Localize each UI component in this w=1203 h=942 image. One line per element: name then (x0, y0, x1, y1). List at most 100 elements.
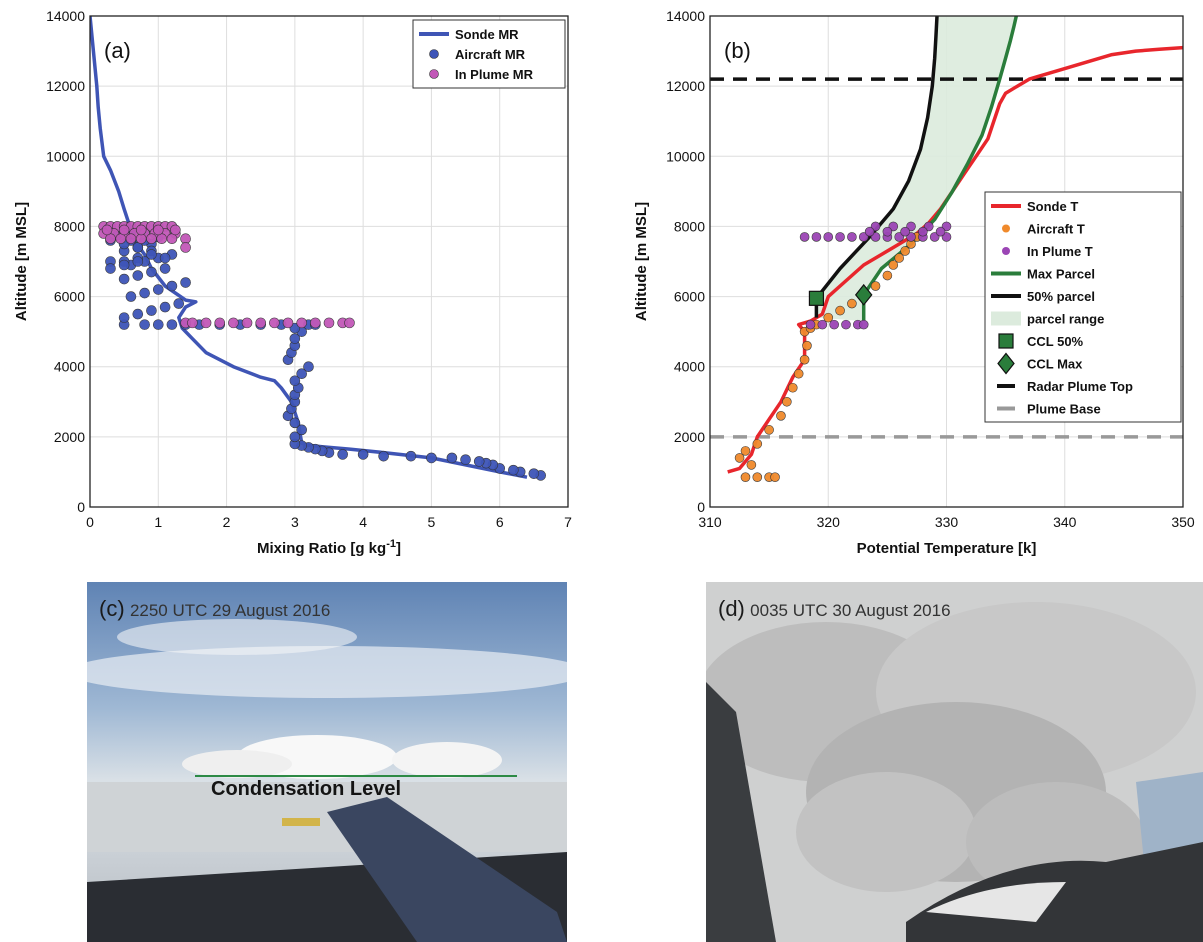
aircraft-mr-point (146, 266, 157, 278)
in-plume-mr-point (146, 233, 157, 245)
in-plume-mr-point (241, 317, 253, 329)
aircraft-t-point (802, 340, 812, 351)
legend-swatch (1002, 247, 1010, 255)
legend-entry: CCL 50% (1027, 334, 1084, 349)
y-axis-label: Altitude [m MSL] (633, 202, 650, 321)
y-tick-label: 12000 (666, 78, 705, 94)
aircraft-mr-point (446, 452, 458, 464)
sky-cloud-photo (87, 582, 567, 942)
plot-layer (90, 16, 546, 481)
aircraft-t-point (793, 368, 804, 379)
in-plume-mr-point (323, 317, 335, 329)
x-tick-label: 5 (428, 514, 436, 530)
aircraft-t-point (752, 439, 763, 449)
panel-label: (a) (104, 38, 131, 63)
aircraft-mr-point (528, 468, 540, 479)
aircraft-t-point (870, 281, 881, 291)
y-tick-label: 8000 (674, 218, 705, 234)
in-plume-t-point (882, 226, 893, 237)
aircraft-t-point (787, 382, 798, 393)
aircraft-mr-point (289, 431, 301, 443)
x-axis-label: Mixing Ratio [g kg-1] (257, 538, 401, 557)
in-plume-t-point (847, 232, 857, 242)
aircraft-mr-point (132, 256, 144, 267)
in-plume-mr-point (269, 317, 280, 329)
y-tick-label: 0 (77, 499, 85, 515)
in-plume-t-point (841, 319, 851, 330)
y-tick-label: 14000 (666, 8, 705, 24)
in-plume-t-point (835, 232, 845, 242)
condensation-level-line (195, 775, 517, 777)
aircraft-t-point (776, 411, 786, 421)
in-plume-mr-point (135, 224, 147, 236)
aircraft-mr-point (159, 301, 171, 313)
aircraft-t-point (752, 472, 763, 482)
y-tick-label: 2000 (674, 429, 705, 445)
in-plume-t-point (918, 226, 928, 237)
plot-frame (89, 15, 569, 508)
legend-swatch (1002, 224, 1010, 233)
legend-entry: parcel range (1027, 312, 1104, 327)
aircraft-mr-point (152, 319, 164, 330)
legend-entry: Aircraft MR (455, 47, 526, 62)
y-tick-label: 10000 (46, 148, 85, 164)
x-tick-label: 340 (1053, 514, 1077, 530)
legend-entry: In Plume T (1027, 244, 1093, 259)
aircraft-mr-point (508, 464, 519, 476)
aircraft-t-point (746, 460, 757, 470)
aircraft-mr-point (118, 259, 130, 271)
y-tick-label: 2000 (54, 429, 85, 445)
aircraft-mr-point (118, 273, 130, 285)
photo-c-caption: (c) 2250 UTC 29 August 2016 (99, 596, 330, 622)
max-parcel-line (861, 16, 1019, 322)
in-plume-mr-point (170, 224, 181, 236)
aircraft-mr-point (289, 417, 301, 429)
chart-panel-b: 310 320 330 340 350 0 2000 4000 6000 8000 10000 120… (633, 8, 1195, 557)
photo-d-label: (d) (718, 596, 745, 621)
legend-box (984, 191, 1182, 423)
figure-charts: 0 1 2 3 4 5 6 7 0 2000 4000 6000 8000 10000 12000 14000… (13, 8, 1195, 557)
legend-swatch (991, 311, 1021, 326)
in-plume-t-point (864, 226, 875, 237)
aircraft-mr-point (159, 252, 171, 264)
parcel-range-fill (816, 16, 1017, 322)
aircraft-mr-point (460, 454, 471, 465)
x-tick-label: 4 (359, 514, 367, 530)
x-tick-label: 0 (86, 514, 94, 530)
y-tick-label: 8000 (54, 218, 85, 234)
aircraft-mr-point (473, 456, 485, 467)
legend-swatch (429, 69, 439, 79)
aircraft-mr-point (132, 308, 144, 320)
in-plume-t-point (858, 319, 869, 330)
in-plume-t-point (823, 232, 834, 242)
y-tick-label: 6000 (674, 289, 705, 305)
aircraft-mr-point (159, 263, 171, 274)
aircraft-t-point (782, 396, 792, 407)
50-parcel-line (814, 16, 939, 318)
aircraft-t-point (734, 453, 745, 463)
in-plume-mr-point (282, 317, 294, 329)
legend-entry: Plume Base (1027, 402, 1101, 417)
y-tick-label: 4000 (674, 359, 705, 375)
plot-frame (709, 15, 1184, 508)
aircraft-mr-point (357, 449, 369, 460)
legend-entry: CCL Max (1027, 357, 1083, 372)
x-tick-label: 3 (291, 514, 299, 530)
legend-swatch (997, 352, 1015, 375)
condensation-level-label: Condensation Level (211, 778, 402, 800)
plot-area (90, 16, 568, 507)
legend-entry: 50% parcel (1027, 289, 1095, 304)
ccl-max-marker (854, 283, 873, 306)
in-plume-mr-point (344, 317, 355, 329)
in-plume-mr-point (310, 317, 321, 329)
plot-layer (710, 16, 1183, 482)
in-plume-mr-point (180, 242, 191, 253)
y-tick-label: 10000 (666, 148, 705, 164)
x-tick-label: 7 (564, 514, 572, 530)
y-tick-label: 14000 (46, 8, 85, 24)
in-plume-t-point (935, 226, 946, 237)
aircraft-mr-point (426, 452, 437, 464)
aircraft-t-point (770, 472, 780, 482)
aircraft-mr-point (125, 291, 137, 302)
aircraft-t-point (835, 305, 845, 316)
